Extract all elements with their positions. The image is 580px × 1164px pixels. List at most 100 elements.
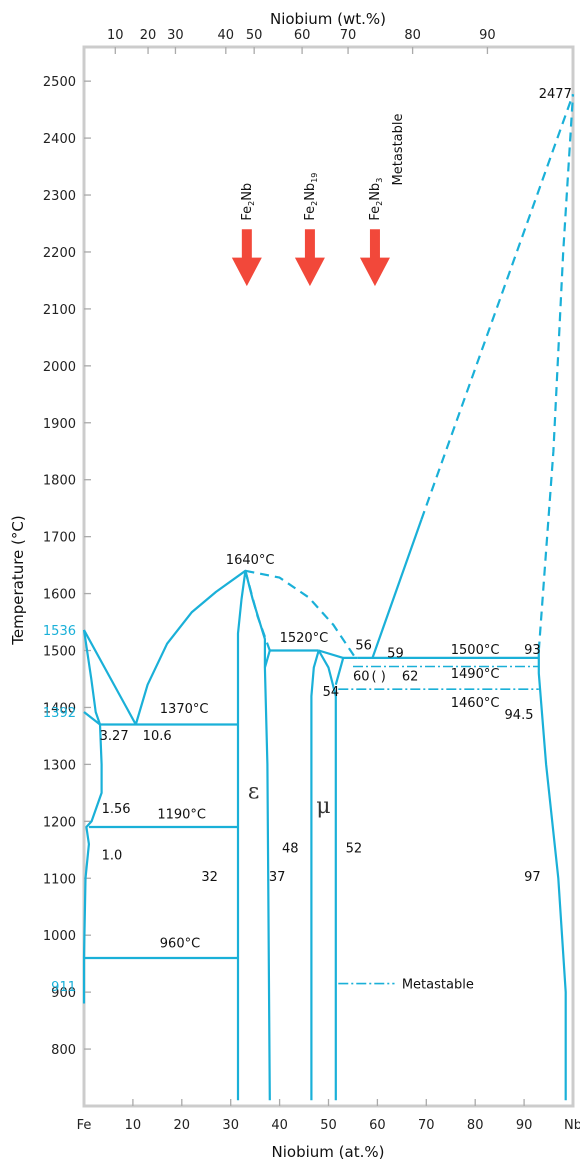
y-tick-label-1: 900 [51,986,76,1001]
phase-boundary-1 [134,569,247,725]
annotation-0: 2477 [539,87,572,102]
x-tick-bottom-label-1: 10 [125,1118,142,1133]
phase-boundary-12 [263,650,271,668]
compound-label-sub: 2 [375,201,384,206]
annotation-1: 1640°C [226,553,275,568]
phase-boundary-2 [245,569,357,659]
x-tick-bottom-label-10: Nb [564,1118,580,1133]
compound-label-base2: Nb [240,183,255,201]
y-tick-label-0: 800 [51,1043,76,1058]
x-tick-top-label-6: 70 [340,28,357,43]
compound-arrow-0 [231,229,262,287]
y-tick-label-8: 1600 [43,588,76,603]
annotation-3: 56 [355,638,372,653]
compound-label-base: Fe [303,206,318,221]
compound-label-0: Fe2Nb [240,183,256,221]
x-tick-bottom-label-2: 20 [174,1118,191,1133]
compound-label-sub: 2 [310,201,319,206]
annotation-22: 32 [201,870,218,885]
x-axis-title-bottom: Niobium (at.%) [272,1143,385,1161]
y-tick-label-7: 1500 [43,645,76,660]
y-tick-label-2: 1000 [43,929,76,944]
y-axis-title: Temperature (°C) [9,515,27,645]
legend: Metastable [338,978,474,993]
x-tick-top-label-3: 40 [218,28,235,43]
phase-boundary-21 [537,650,567,1101]
y-special-tick-label-0: 1536 [43,624,76,639]
phase-boundary-9 [236,569,271,1101]
annotation-23: 37 [269,870,286,885]
compound-label-base: Fe [240,206,255,221]
phase-boundary-18 [371,519,423,659]
compound-arrow-2 [359,229,390,287]
x-tick-top-label-4: 50 [246,28,263,43]
annotation-9: ( ) [372,670,386,685]
phase-boundary-3 [82,629,102,725]
annotation-14: 1370°C [160,702,209,717]
phase-boundary-0 [83,629,137,726]
x-tick-bottom-label-7: 70 [418,1118,435,1133]
compound-label-sub: 2 [247,201,256,206]
annotation-12: 1460°C [451,696,500,711]
phase-boundary-4 [82,711,103,959]
annotation-17: 1.56 [102,802,131,817]
phase-boundary-19 [420,93,575,520]
x-tick-top-label-8: 90 [479,28,496,43]
annotation-13: 94.5 [505,708,534,723]
x-tick-top-label-1: 20 [140,28,157,43]
annotation-20: 48 [282,842,299,857]
annotation-24: 97 [524,870,541,885]
x-tick-top-label-5: 60 [294,28,311,43]
y-tick-label-12: 2000 [43,360,76,375]
y-tick-label-11: 1900 [43,417,76,432]
annotation-16: 10.6 [143,729,172,744]
y-tick-label-10: 1800 [43,474,76,489]
y-tick-label-13: 2100 [43,303,76,318]
y-tick-label-6: 1400 [43,701,76,716]
annotation-7: 54 [323,685,340,700]
annotation-11: 1490°C [451,667,500,682]
x-tick-bottom-label-3: 30 [222,1118,239,1133]
phase-label-0: ε [248,780,259,805]
compound-label-base2: Nb [303,183,318,201]
annotation-8: 60 [353,670,370,685]
annotation-10: 62 [402,670,419,685]
x-tick-top-label-2: 30 [167,28,184,43]
y-tick-label-14: 2200 [43,246,76,261]
annotation-15: 3.27 [100,729,129,744]
compound-arrow-1 [294,229,325,287]
x-tick-bottom-label-0: Fe [77,1118,92,1133]
compound-label-1: Fe2Nb19 [303,173,319,221]
x-tick-bottom-label-6: 60 [369,1118,386,1133]
compound-label-2: Fe2Nb3 [368,178,384,221]
y-tick-label-3: 1100 [43,872,76,887]
x-tick-bottom-label-4: 40 [271,1118,288,1133]
compound-label-base: Fe [368,206,383,221]
annotation-21: 52 [346,842,363,857]
phase-boundary-14 [310,650,320,1101]
legend-label-0: Metastable [402,978,474,993]
y-tick-label-15: 2300 [43,189,76,204]
phase-boundary-10 [244,570,271,651]
metastable-top-label: Metastable [391,113,406,185]
annotation-18: 1190°C [157,807,206,822]
annotation-5: 1500°C [451,643,500,658]
x-tick-bottom-label-9: 90 [516,1118,533,1133]
phase-boundary-15 [317,649,337,1101]
compound-label-sub2: 3 [375,178,384,183]
y-tick-label-17: 2500 [43,75,76,90]
axis-ticks: Fe 10 20 30 40 50 60 70 80 90 Nb 10 20 30 40 50 60 70 80 90… [43,28,580,1133]
phase-boundary-16 [334,657,345,685]
y-tick-label-5: 1300 [43,758,76,773]
compound-label-sub2: 19 [310,173,319,183]
y-tick-label-4: 1200 [43,815,76,830]
x-tick-top-label-0: 10 [107,28,124,43]
x-tick-bottom-label-8: 80 [467,1118,484,1133]
plot-frame [82,45,575,1108]
x-tick-top-label-7: 80 [404,28,421,43]
annotation-4: 59 [387,646,404,661]
phase-boundaries [82,93,575,1101]
y-special-tick-label-1: 1392 [43,706,76,721]
